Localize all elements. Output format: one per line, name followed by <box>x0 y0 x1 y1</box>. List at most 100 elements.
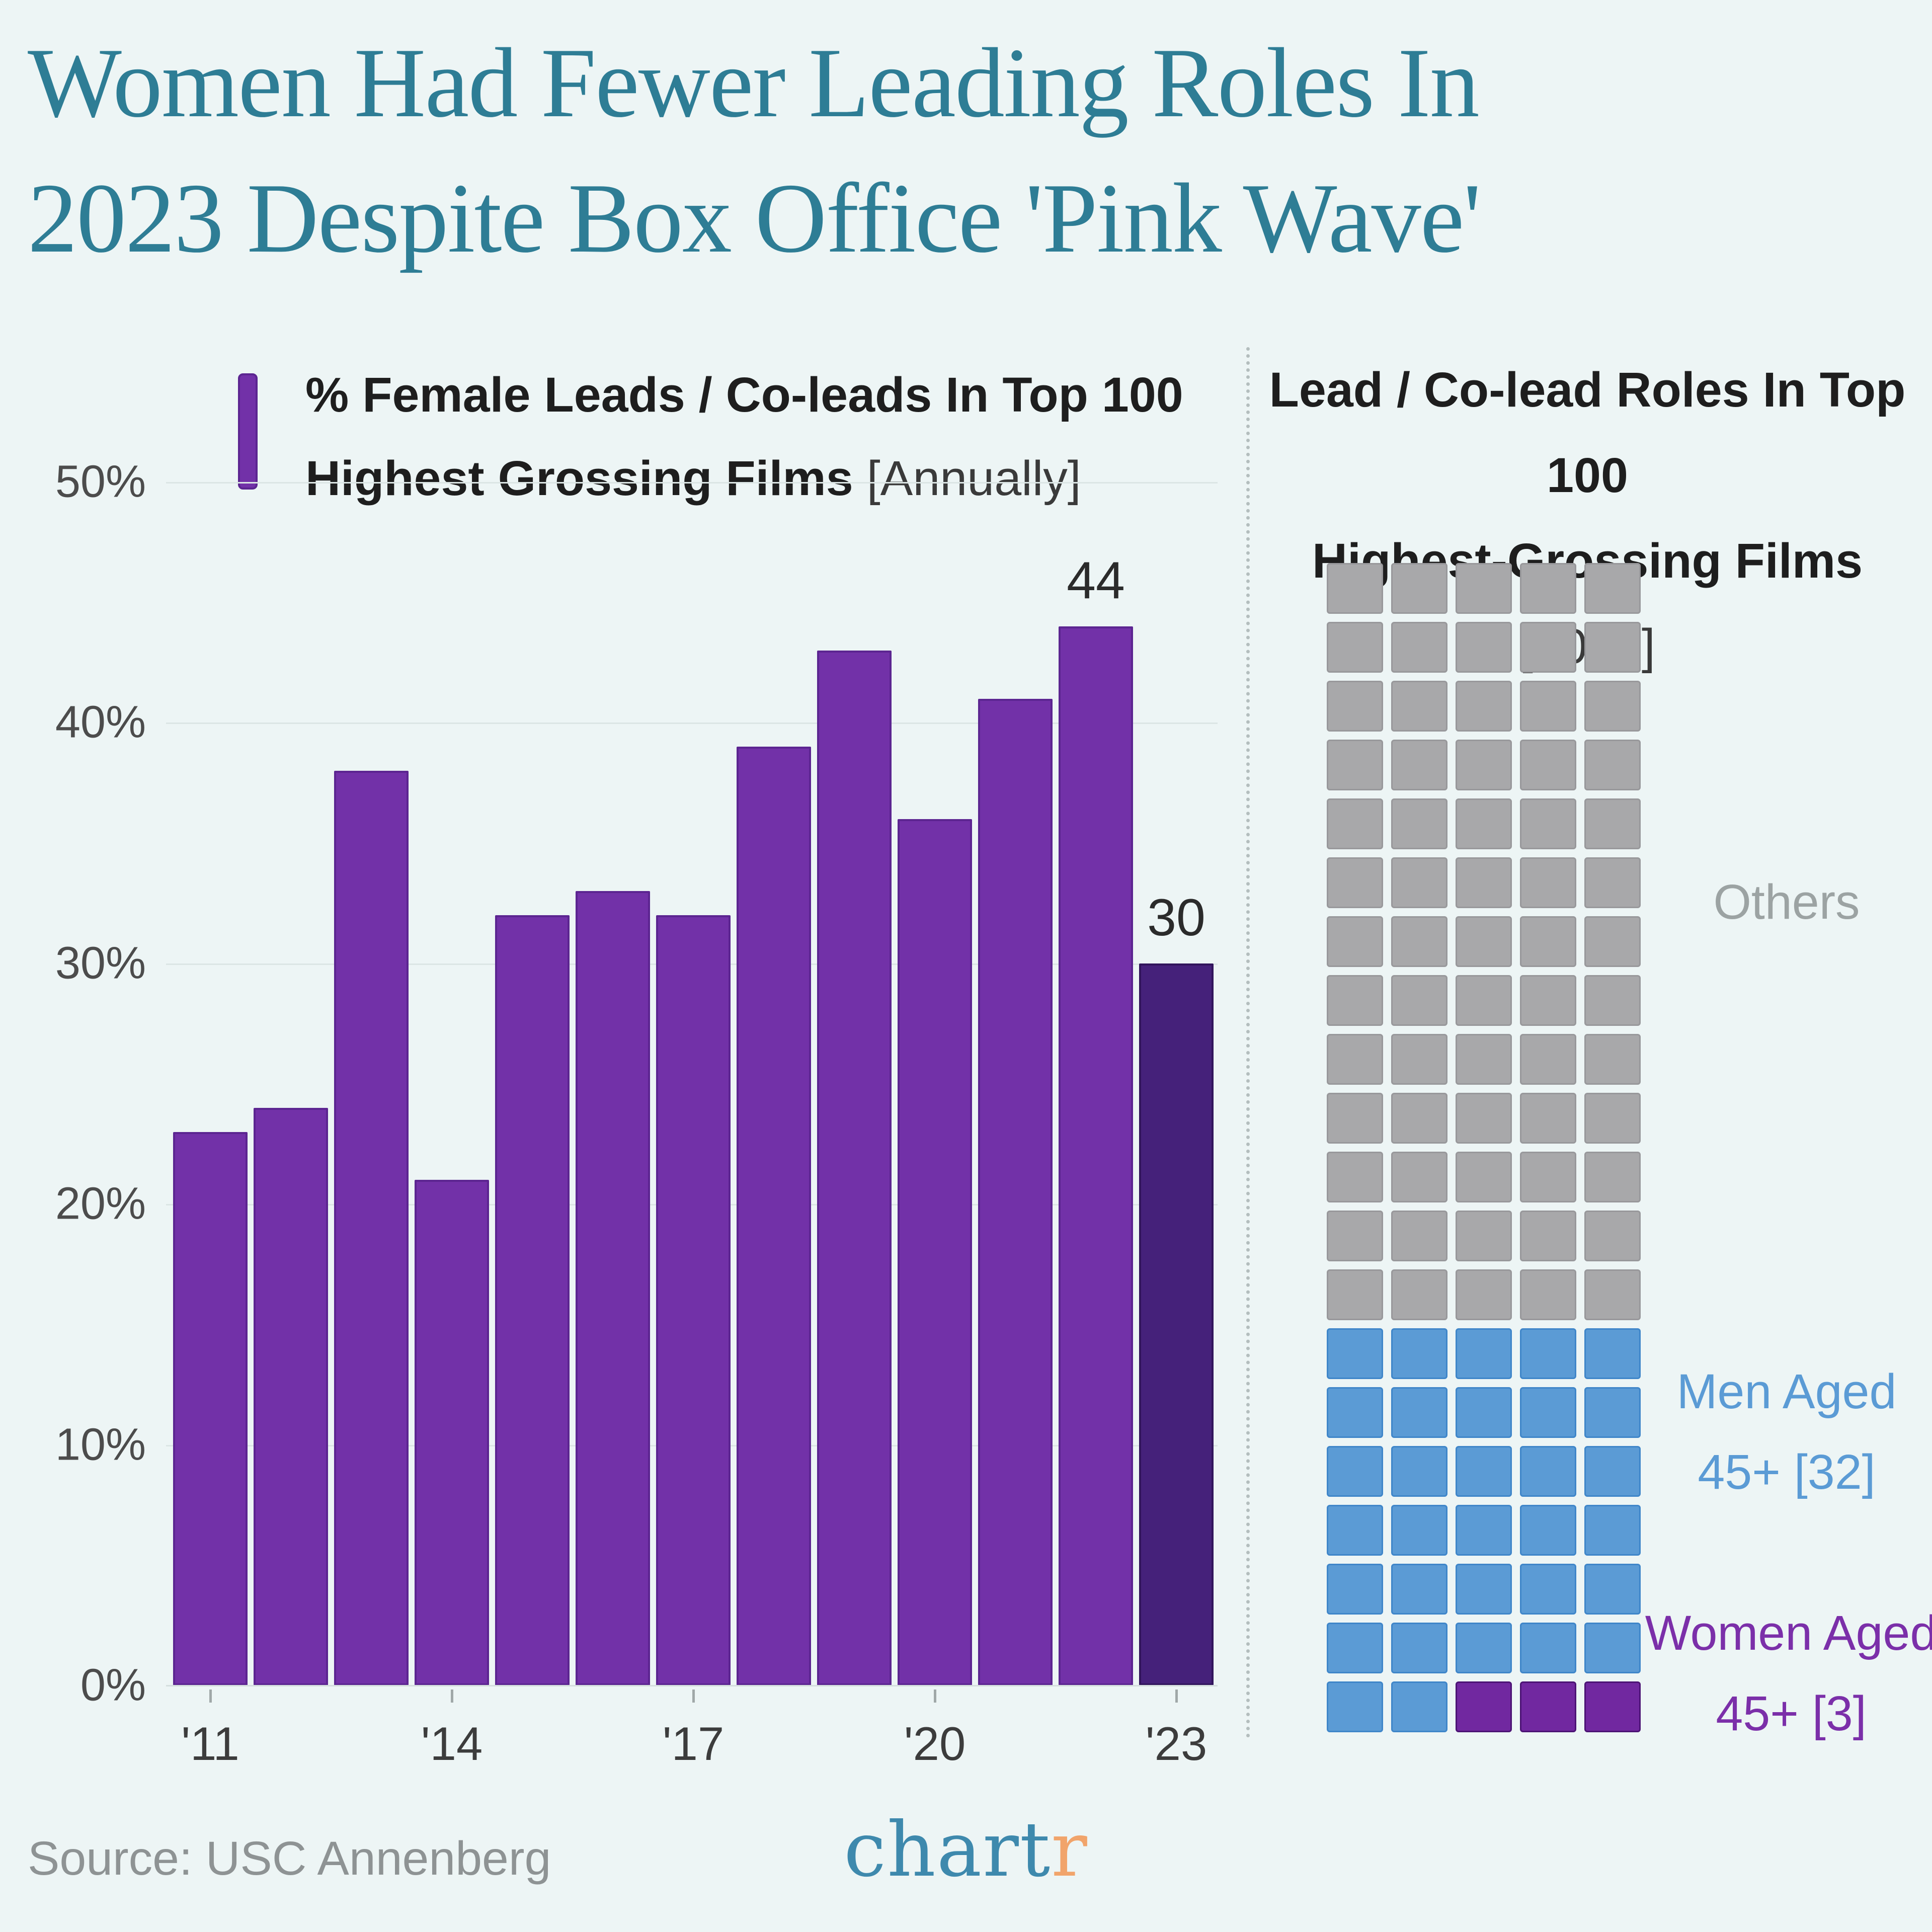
waffle-cell-others <box>1391 975 1447 1026</box>
waffle-cell-women-aged-45- <box>1520 1681 1576 1732</box>
x-tick-label-'17: '17 <box>662 1717 725 1770</box>
waffle-cell-men-aged-45- <box>1327 1505 1383 1556</box>
waffle-cell-men-aged-45- <box>1391 1564 1447 1615</box>
waffle-cell-others <box>1456 681 1512 732</box>
waffle-cell-others <box>1327 975 1383 1026</box>
waffle-cell-men-aged-45- <box>1584 1328 1641 1379</box>
bar-2021 <box>978 698 1053 1685</box>
waffle-cell-men-aged-45- <box>1456 1505 1512 1556</box>
waffle-label-others-text: Others <box>1713 874 1860 929</box>
waffle-label-men-line2: 45+ [32] <box>1698 1444 1876 1499</box>
waffle-cell-others <box>1456 1034 1512 1085</box>
waffle-cell-men-aged-45- <box>1391 1505 1447 1556</box>
y-tick-label-50%: 50% <box>55 456 146 507</box>
waffle-cell-others <box>1391 740 1447 790</box>
waffle-cell-others <box>1456 857 1512 908</box>
waffle-cell-others <box>1391 563 1447 614</box>
waffle-cell-men-aged-45- <box>1391 1681 1447 1732</box>
waffle-cell-others <box>1584 1034 1641 1085</box>
waffle-cell-men-aged-45- <box>1327 1446 1383 1497</box>
waffle-cell-men-aged-45- <box>1584 1505 1641 1556</box>
waffle-cell-others <box>1584 622 1641 673</box>
waffle-label-women: Women Aged 45+ [3] <box>1635 1593 1932 1754</box>
waffle-cell-others <box>1327 1211 1383 1261</box>
bar-value-label-2022: 44 <box>1067 551 1125 610</box>
waffle-cell-others <box>1327 563 1383 614</box>
waffle-cell-others <box>1391 857 1447 908</box>
waffle-cell-men-aged-45- <box>1327 1623 1383 1673</box>
waffle-cell-others <box>1391 916 1447 967</box>
waffle-cell-others <box>1584 1093 1641 1144</box>
bar-2013 <box>334 771 409 1685</box>
legend-bar-swatch <box>238 373 258 490</box>
bar-2015 <box>495 915 570 1685</box>
x-tick-label-'20: '20 <box>904 1717 966 1770</box>
waffle-cell-men-aged-45- <box>1584 1564 1641 1615</box>
waffle-cell-others <box>1520 857 1576 908</box>
waffle-cell-others <box>1520 916 1576 967</box>
waffle-cell-others <box>1584 975 1641 1026</box>
y-tick-label-40%: 40% <box>55 697 146 748</box>
waffle-cell-others <box>1520 622 1576 673</box>
waffle-cell-men-aged-45- <box>1327 1564 1383 1615</box>
waffle-cell-men-aged-45- <box>1391 1446 1447 1497</box>
waffle-cell-others <box>1391 681 1447 732</box>
waffle-cell-men-aged-45- <box>1520 1505 1576 1556</box>
waffle-cell-men-aged-45- <box>1520 1446 1576 1497</box>
waffle-cell-others <box>1456 740 1512 790</box>
bar-2018 <box>737 747 811 1685</box>
waffle-cell-others <box>1391 1034 1447 1085</box>
bar-2020 <box>898 819 972 1685</box>
chartr-logo-main: chart <box>844 1806 1052 1894</box>
waffle-cell-others <box>1456 622 1512 673</box>
waffle-cell-others <box>1456 798 1512 849</box>
waffle-cell-men-aged-45- <box>1327 1328 1383 1379</box>
waffle-cell-others <box>1520 1269 1576 1320</box>
bar-2022 <box>1059 626 1133 1685</box>
waffle-cell-others <box>1584 1269 1641 1320</box>
bar-value-label-2023: 30 <box>1147 888 1205 947</box>
waffle-cell-others <box>1327 857 1383 908</box>
waffle-cell-men-aged-45- <box>1584 1623 1641 1673</box>
x-axis-baseline <box>166 1685 1218 1686</box>
waffle-cell-others <box>1327 622 1383 673</box>
waffle-cell-others <box>1584 916 1641 967</box>
waffle-cell-others <box>1456 1269 1512 1320</box>
waffle-cell-others <box>1520 1152 1576 1202</box>
legend-line2: Highest Grossing Films [Annually] <box>305 451 1081 506</box>
waffle-cell-others <box>1520 1211 1576 1261</box>
waffle-cell-men-aged-45- <box>1520 1564 1576 1615</box>
bar-2023 <box>1139 963 1214 1685</box>
waffle-cell-others <box>1456 1152 1512 1202</box>
waffle-cell-others <box>1391 622 1447 673</box>
legend-line1: % Female Leads / Co-leads In Top 100 <box>305 367 1183 422</box>
x-tick-mark-'20 <box>934 1689 936 1703</box>
waffle-cell-men-aged-45- <box>1391 1387 1447 1438</box>
waffle-cell-others <box>1584 798 1641 849</box>
waffle-cell-others <box>1520 681 1576 732</box>
waffle-cell-women-aged-45- <box>1584 1681 1641 1732</box>
waffle-label-women-line1: Women Aged <box>1645 1605 1932 1660</box>
bar-2016 <box>576 891 650 1685</box>
waffle-cell-others <box>1327 916 1383 967</box>
panel-separator-dotted-line <box>1246 347 1250 1738</box>
waffle-cell-others <box>1391 1269 1447 1320</box>
waffle-cell-men-aged-45- <box>1327 1387 1383 1438</box>
bar-2019 <box>817 650 892 1685</box>
waffle-label-others: Others <box>1631 862 1932 942</box>
waffle-cell-others <box>1327 1034 1383 1085</box>
y-tick-label-20%: 20% <box>55 1178 146 1229</box>
waffle-cell-others <box>1327 1269 1383 1320</box>
x-tick-mark-'14 <box>451 1689 453 1703</box>
x-tick-mark-'11 <box>209 1689 212 1703</box>
chartr-logo-accent: r <box>1051 1806 1088 1894</box>
waffle-cell-others <box>1584 1211 1641 1261</box>
waffle-cell-others <box>1584 857 1641 908</box>
chartr-logo: chartr <box>815 1806 1117 1894</box>
bar-chart-legend: % Female Leads / Co-leads In Top 100 Hig… <box>305 353 1211 520</box>
x-tick-label-'23: '23 <box>1145 1717 1208 1770</box>
waffle-cell-others <box>1327 1093 1383 1144</box>
page-title: Women Had Fewer Leading Roles In 2023 De… <box>28 15 1919 286</box>
waffle-cell-men-aged-45- <box>1391 1623 1447 1673</box>
waffle-cell-others <box>1520 1093 1576 1144</box>
